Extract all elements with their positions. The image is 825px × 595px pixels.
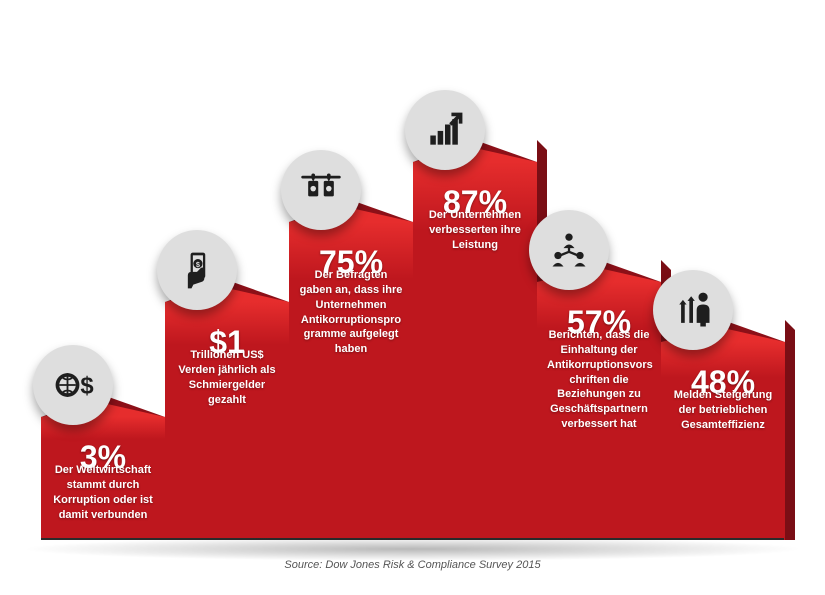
floor-shadow — [20, 537, 805, 561]
bar-desc-4: Berichten, dass die Einhaltung der Antik… — [537, 322, 661, 432]
svg-text:$: $ — [80, 372, 93, 399]
bar-2: 75%Der Befragten gaben an, dass ihre Unt… — [289, 200, 413, 540]
svg-text:$: $ — [196, 260, 200, 269]
network-people-icon — [529, 210, 609, 290]
infographic-chart: $3%Der Weltwirtschaft stammt durch Korru… — [0, 0, 825, 595]
bar-desc-1: Trillionen US$ Verden jährlich als Schmi… — [165, 342, 289, 407]
globe-dollar-icon: $ — [33, 345, 113, 425]
money-laundry-icon — [281, 150, 361, 230]
bar-1: $1Trillionen US$ Verden jährlich als Sch… — [165, 280, 289, 540]
bar-column-2: 75%Der Befragten gaben an, dass ihre Unt… — [289, 200, 413, 540]
bar-desc-2: Der Befragten gaben an, dass ihre Untern… — [289, 262, 413, 357]
growth-chart-icon — [405, 90, 485, 170]
bar-desc-0: Der Weltwirtschaft stammt durch Korrupti… — [41, 457, 165, 522]
bar-desc-5: Melden Steigerung der betrieblichen Gesa… — [661, 382, 785, 433]
bar-4: 57%Berichten, dass die Einhaltung der An… — [537, 260, 661, 540]
bar-column-5: 48%Melden Steigerung der betrieblichen G… — [661, 320, 785, 540]
source-label: Source: Dow Jones Risk & Compliance Surv… — [0, 559, 825, 571]
bar-5: 48%Melden Steigerung der betrieblichen G… — [661, 320, 785, 540]
bars-container: $3%Der Weltwirtschaft stammt durch Korru… — [41, 140, 784, 540]
bar-column-3: 87%Der Unternehmen verbesserten ihre Lei… — [413, 140, 537, 540]
bar-desc-3: Der Unternehmen verbesserten ihre Leistu… — [413, 202, 537, 253]
bar-column-0: $3%Der Weltwirtschaft stammt durch Korru… — [41, 395, 165, 540]
bar-3: 87%Der Unternehmen verbesserten ihre Lei… — [413, 140, 537, 540]
bar-column-4: 57%Berichten, dass die Einhaltung der An… — [537, 260, 661, 540]
bar-column-1: $$1Trillionen US$ Verden jährlich als Sc… — [165, 280, 289, 540]
phone-pay-icon: $ — [157, 230, 237, 310]
arrow-person-icon — [653, 270, 733, 350]
